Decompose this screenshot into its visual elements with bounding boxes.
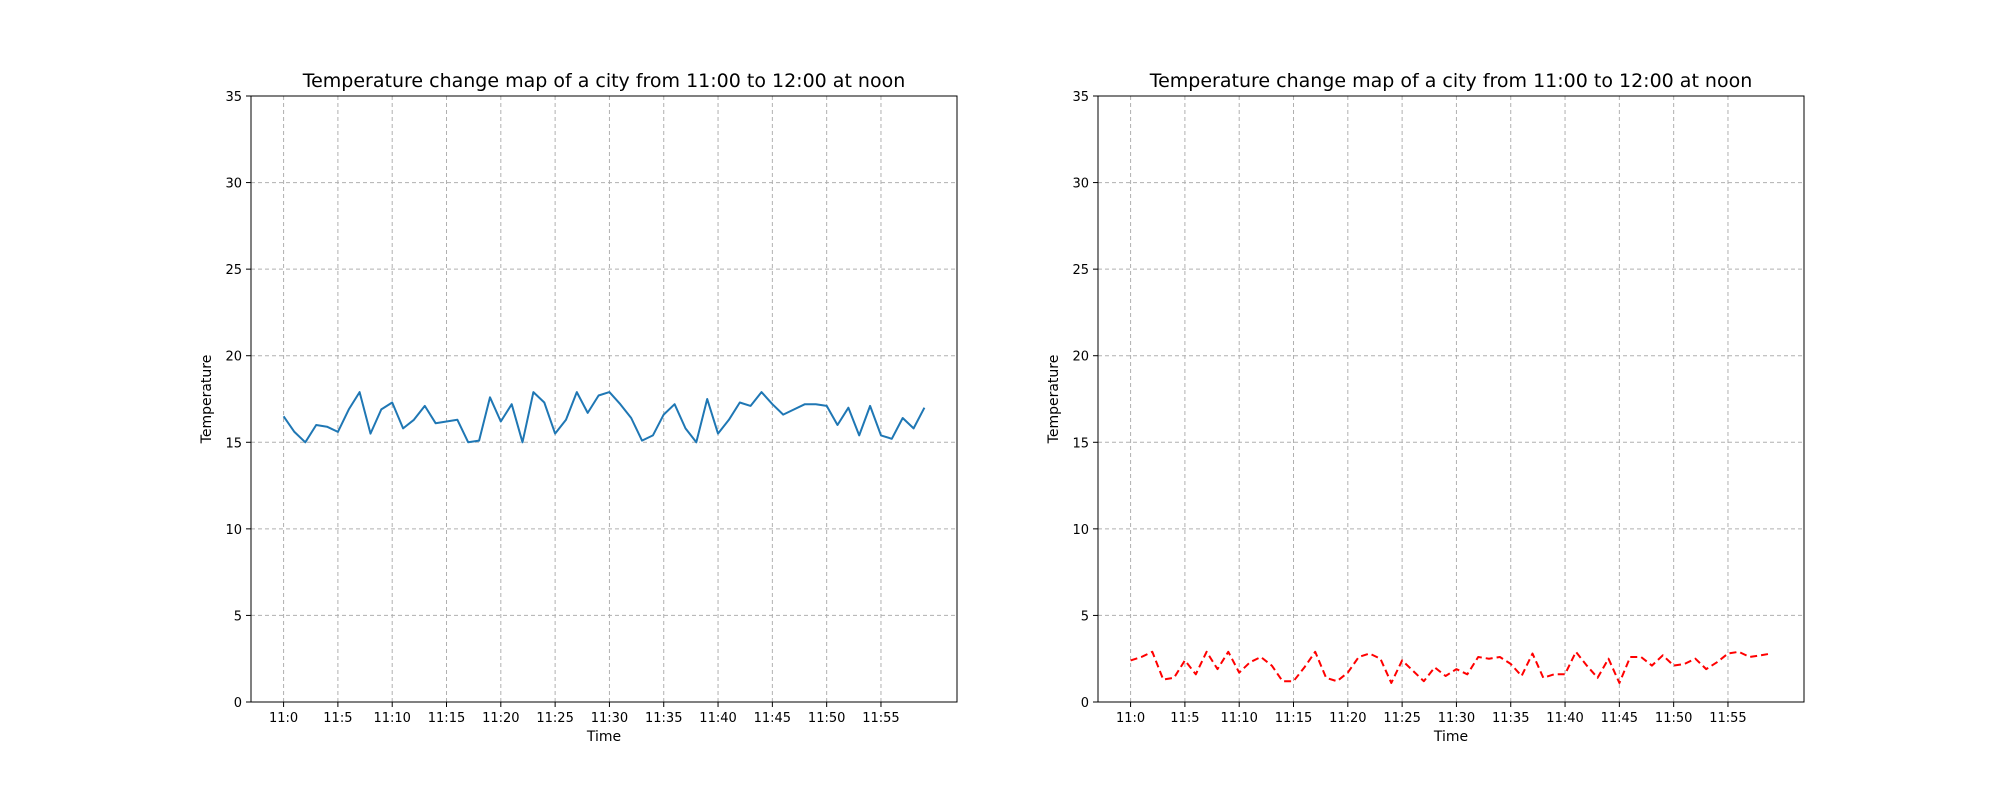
axes-frame xyxy=(250,95,958,703)
x-tick-label: 11:55 xyxy=(1709,711,1746,726)
x-tick-label: 11:35 xyxy=(1492,711,1529,726)
x-tick-label: 11:10 xyxy=(373,711,410,726)
y-tick-label: 30 xyxy=(1072,177,1089,192)
y-tick-label: 30 xyxy=(225,177,242,192)
y-tick-label: 20 xyxy=(1072,350,1089,365)
y-tick-label: 10 xyxy=(1072,523,1089,538)
chart-right: 11:0 11:5 11:10 11:15 11:20 11:25 11:30 11:35 11… xyxy=(1046,70,1805,745)
y-tick-label: 35 xyxy=(1072,90,1089,105)
y-axis-label: Temperature xyxy=(199,355,215,445)
axes-frame xyxy=(1097,95,1805,703)
x-tick-label: 11:20 xyxy=(482,711,519,726)
x-tick-label: 11:30 xyxy=(591,711,628,726)
x-tick-label: 11:45 xyxy=(754,711,791,726)
y-tick-label: 0 xyxy=(1081,696,1089,711)
y-tick-label: 25 xyxy=(225,263,242,278)
series-lines xyxy=(1130,650,1772,684)
y-tick-label: 5 xyxy=(1081,609,1089,624)
series-lines xyxy=(282,391,926,444)
grid-lines xyxy=(251,96,957,702)
x-tick-label: 11:15 xyxy=(428,711,465,726)
y-tick-label: 5 xyxy=(234,609,242,624)
x-tick-label: 11:25 xyxy=(536,711,573,726)
series-line xyxy=(1130,650,1772,684)
x-tick-label: 11:30 xyxy=(1438,711,1475,726)
x-tick-label: 11:15 xyxy=(1275,711,1312,726)
x-tick-label: 11:20 xyxy=(1329,711,1366,726)
x-axis-label: Time xyxy=(1433,729,1468,745)
x-tick-label: 11:35 xyxy=(645,711,682,726)
x-tick-label: 11:40 xyxy=(1546,711,1583,726)
x-tick-label: 11:40 xyxy=(699,711,736,726)
x-ticks: 11:0 11:5 11:10 11:15 11:20 11:25 11:30 11:35 11… xyxy=(269,702,900,726)
x-tick-label: 11:0 xyxy=(269,711,298,726)
x-tick-label: 11:5 xyxy=(1170,711,1199,726)
x-tick-label: 11:10 xyxy=(1220,711,1257,726)
x-tick-label: 11:25 xyxy=(1383,711,1420,726)
y-ticks: 0 5 10 15 20 25 30 35 xyxy=(1072,90,1098,711)
chart-title: Temperature change map of a city from 11… xyxy=(1149,70,1753,92)
x-tick-label: 11:0 xyxy=(1116,711,1145,726)
chart-left: 11:0 11:5 11:10 11:15 11:20 11:25 11:30 11:35 11… xyxy=(199,70,958,745)
x-tick-label: 11:55 xyxy=(862,711,899,726)
x-tick-label: 11:5 xyxy=(323,711,352,726)
y-ticks: 0 5 10 15 20 25 30 35 xyxy=(225,90,251,711)
series-line xyxy=(282,391,926,444)
y-tick-label: 25 xyxy=(1072,263,1089,278)
y-tick-label: 0 xyxy=(234,696,242,711)
y-tick-label: 35 xyxy=(225,90,242,105)
chart-title: Temperature change map of a city from 11… xyxy=(302,70,906,92)
y-axis-label: Temperature xyxy=(1046,355,1062,445)
y-tick-label: 20 xyxy=(225,350,242,365)
y-tick-label: 15 xyxy=(1072,436,1089,451)
x-ticks: 11:0 11:5 11:10 11:15 11:20 11:25 11:30 11:35 11… xyxy=(1116,702,1747,726)
x-tick-label: 11:50 xyxy=(808,711,845,726)
x-tick-label: 11:45 xyxy=(1601,711,1638,726)
y-tick-label: 15 xyxy=(225,436,242,451)
y-tick-label: 10 xyxy=(225,523,242,538)
x-axis-label: Time xyxy=(586,729,621,745)
x-tick-label: 11:50 xyxy=(1655,711,1692,726)
grid-lines xyxy=(1098,96,1804,702)
